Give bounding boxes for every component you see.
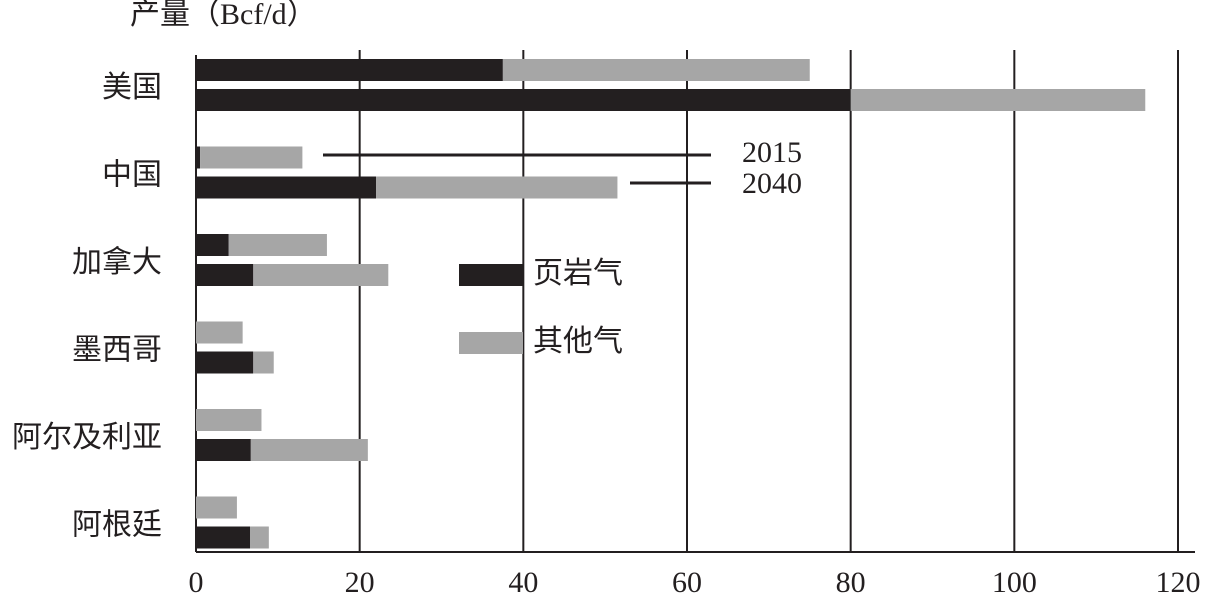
bar [196, 59, 503, 81]
bar [196, 439, 251, 461]
y-tick-label: 阿根廷 [72, 508, 162, 541]
bar [196, 351, 254, 374]
x-tick-label: 60 [672, 566, 702, 599]
legend-swatch [459, 264, 523, 286]
x-tick-label: 40 [508, 566, 538, 599]
axis-title: 产量（Bcf/d） [130, 0, 317, 31]
bar [196, 234, 229, 256]
y-tick-label: 墨西哥 [72, 333, 162, 366]
bar [502, 59, 810, 81]
legend-label: 页岩气 [533, 257, 623, 290]
x-tick-label: 100 [992, 566, 1037, 599]
bar [196, 321, 243, 344]
bar [196, 496, 237, 519]
bar [196, 526, 251, 549]
y-tick-label: 阿尔及利亚 [12, 421, 162, 454]
x-tick-label: 20 [345, 566, 375, 599]
bar [253, 264, 389, 286]
bar [250, 526, 269, 549]
year-label: 2040 [742, 167, 802, 200]
x-tick-label: 80 [836, 566, 866, 599]
bar [376, 176, 618, 199]
legend-label: 其他气 [533, 325, 623, 358]
bar [196, 89, 851, 111]
bar [196, 409, 262, 431]
year-label: 2015 [742, 136, 802, 169]
bar [200, 146, 303, 169]
bar [850, 89, 1146, 111]
bar [253, 351, 274, 374]
x-tick-label: 120 [1156, 566, 1201, 599]
bar [196, 176, 377, 199]
legend-swatch [459, 332, 523, 354]
y-tick-label: 美国 [102, 71, 162, 104]
bar [250, 439, 368, 461]
x-tick-label: 0 [189, 566, 204, 599]
bar [196, 146, 201, 169]
bar [228, 234, 327, 256]
bar [196, 264, 254, 286]
y-tick-label: 中国 [102, 158, 162, 191]
y-tick-label: 加拿大 [72, 246, 162, 279]
